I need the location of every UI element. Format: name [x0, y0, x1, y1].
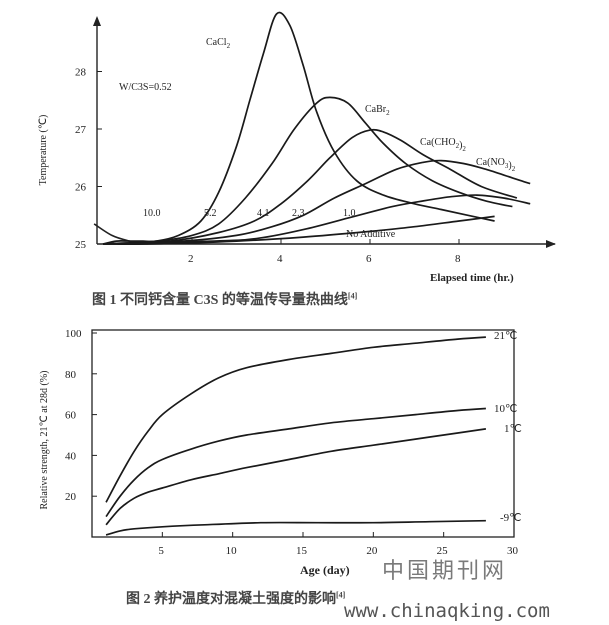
- y-axis-arrow: [93, 16, 101, 26]
- series-label-part: CaCl: [206, 37, 227, 48]
- figure1-caption-text: 图 1 不同钙含量 C3S 的等温传导量热曲线: [92, 293, 348, 308]
- series-line-cabr2: [102, 96, 513, 245]
- x-tick-label: 30: [507, 545, 519, 557]
- x-tick-label: 10: [226, 545, 238, 557]
- watermark-url: www.chinaqking.com: [344, 600, 550, 622]
- series-line-ca-no3-2: [102, 159, 531, 245]
- figure2-caption-text: 图 2 养护温度对混凝土强度的影响: [126, 592, 336, 607]
- series-label-part: ): [508, 160, 511, 171]
- y-tick-label: 28: [75, 67, 87, 79]
- percent-label: 4.1: [257, 208, 270, 219]
- percent-label: 5.2: [204, 208, 217, 219]
- x-axis-label: Age (day): [300, 563, 350, 577]
- series-label-part: 2: [462, 145, 466, 153]
- x-tick-label: 15: [296, 545, 308, 557]
- y-tick-label: 27: [75, 124, 87, 136]
- x-tick-label: 20: [366, 545, 378, 557]
- series-end-label: 21℃: [494, 330, 517, 342]
- series-line-no-additive: [102, 215, 495, 246]
- figure1-caption: 图 1 不同钙含量 C3S 的等温传导量热曲线[4]: [92, 289, 357, 309]
- series-label: No Additive: [346, 229, 396, 240]
- chart-strength: 20 40 60 80 100 5 10 15 20 25 30 Age (day) Relative …: [39, 328, 522, 577]
- series-end-label: 1℃: [504, 423, 522, 435]
- series-label: CaBr2: [365, 104, 390, 117]
- series-label-part: 2: [227, 42, 231, 50]
- series-label: Ca(CHO2)2: [420, 137, 466, 153]
- y-tick-label: 80: [65, 369, 77, 381]
- y-tick-label: 60: [65, 410, 77, 422]
- watermark-text: 中国期刊网: [382, 559, 508, 584]
- x-tick-label: 6: [366, 253, 372, 265]
- percent-label: 1.0: [343, 208, 356, 219]
- x-tick-label: 5: [158, 545, 164, 557]
- x-tick-label: 8: [455, 253, 461, 265]
- y-axis-label: Relative strength, 21℃ at 28d (%): [39, 371, 50, 510]
- series-label-part: ): [459, 140, 462, 151]
- x-tick-label: 25: [437, 545, 449, 557]
- y-tick-label: 26: [75, 182, 87, 194]
- figure2-caption-ref: [4]: [336, 590, 346, 600]
- series-label-part: Ca(CHO: [420, 137, 456, 148]
- annotation-part: W/C: [119, 82, 138, 93]
- figure1-caption-ref: [4]: [347, 291, 358, 301]
- x-axis-label: Elapsed time (hr.): [430, 272, 514, 284]
- y-tick-label: 40: [65, 450, 77, 462]
- figure2-caption: 图 2 养护温度对混凝土强度的影响[4]: [126, 588, 345, 608]
- series-label-part: Ca(NO: [476, 157, 505, 168]
- annotation-wc-ratio: W/C3S=0.52: [119, 82, 172, 93]
- series-label-part: 2: [386, 109, 390, 117]
- series-line-1: [105, 407, 486, 518]
- annotation-part: 3: [138, 82, 143, 93]
- y-tick-label: 20: [65, 491, 77, 503]
- y-axis-label: Temperature (℃): [38, 115, 49, 186]
- series-end-label: -9℃: [500, 512, 522, 524]
- y-tick-label: 100: [65, 328, 82, 340]
- series-label-part: 2: [456, 142, 460, 150]
- x-axis-arrow: [546, 240, 556, 248]
- series-label-part: CaBr: [365, 104, 387, 115]
- series-label-part: 3: [505, 162, 509, 170]
- annotation-part: S=: [143, 82, 155, 93]
- percent-label: 10.0: [143, 208, 161, 219]
- chart-calorimetry: 25 26 27 28 2 4 6 8 Elapsed time (hr.) Temperatur…: [38, 11, 556, 284]
- series-line-2: [105, 428, 487, 526]
- annotation-part: 0.52: [154, 82, 172, 93]
- series-end-label: 10℃: [494, 403, 517, 415]
- x-tick-label: 2: [188, 253, 194, 265]
- series-line-ca-cho2-2: [102, 128, 518, 245]
- y-tick-label: 25: [75, 239, 87, 251]
- series-line-3: [105, 519, 486, 536]
- percent-label: 2.3: [292, 208, 305, 219]
- series-label: CaCl2: [206, 37, 231, 50]
- x-tick-label: 4: [277, 253, 283, 265]
- series-label: Ca(NO3)2: [476, 157, 516, 173]
- series-label-part: 2: [512, 165, 516, 173]
- series-line-0: [105, 336, 486, 503]
